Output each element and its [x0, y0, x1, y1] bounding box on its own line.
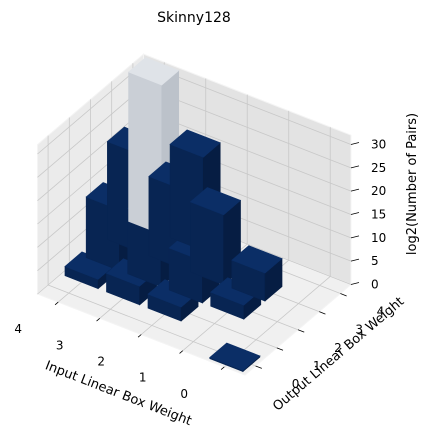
z-tick-mark: [350, 142, 360, 145]
grid-wall-z-left: [37, 86, 144, 178]
grid-wall-z-left: [37, 63, 144, 155]
z-axis-label: log2(Number of Pairs): [405, 113, 420, 255]
z-tick-mark: [350, 282, 360, 285]
bar-face-top: [127, 57, 180, 86]
grid-wall-z-left: [37, 109, 144, 201]
y-tick-label: 2: [334, 341, 342, 355]
z-tick-mark: [350, 165, 360, 169]
z-tick-label: 10: [371, 231, 386, 245]
z-tick-mark: [350, 235, 360, 239]
z-tick-label: 15: [371, 208, 386, 222]
x-tick-label: 3: [56, 338, 64, 352]
y-tick-mark: [319, 311, 326, 315]
x-tick-mark: [54, 301, 59, 306]
x-tick-mark: [220, 366, 225, 370]
bar: [209, 342, 261, 373]
x-tick-mark: [96, 317, 101, 322]
y-tick-mark: [255, 365, 262, 369]
y-tick-mark: [276, 347, 284, 351]
x-tick-label: 2: [97, 355, 105, 369]
x-axis-label: Input Linear Box Weight: [43, 358, 194, 429]
z-tick-mark: [350, 258, 360, 262]
bar-face-top: [231, 245, 283, 274]
bars-layer: [64, 57, 283, 373]
y-tick-label: 0: [292, 377, 300, 391]
bar: [231, 245, 283, 302]
y-tick-label: 1: [313, 359, 321, 373]
y-tick-mark: [340, 293, 347, 297]
z-tick-label: 20: [371, 184, 386, 198]
z-tick-mark: [350, 188, 360, 192]
chart-title: Skinny128: [157, 10, 231, 26]
y-tick-label: 4: [377, 305, 385, 319]
bar-face-top: [189, 187, 242, 216]
bar-face-top: [169, 129, 221, 158]
bar-face-top: [64, 251, 116, 280]
x-tick-label: 4: [14, 322, 22, 336]
y-tick-label: 3: [355, 323, 363, 337]
x-tick-label: 0: [180, 387, 188, 401]
z-tick-label: 25: [371, 161, 386, 175]
x-tick-mark: [137, 334, 142, 338]
bar-face-front: [190, 201, 224, 286]
z-tick-label: 30: [371, 138, 386, 152]
x-tick-label: 1: [139, 371, 147, 385]
z-tick-label: 5: [371, 254, 379, 268]
bar-face-top: [209, 342, 261, 371]
z-tick-label: 0: [371, 278, 379, 292]
x-tick-mark: [179, 350, 184, 354]
z-tick-mark: [350, 212, 360, 215]
y-tick-mark: [297, 329, 305, 333]
